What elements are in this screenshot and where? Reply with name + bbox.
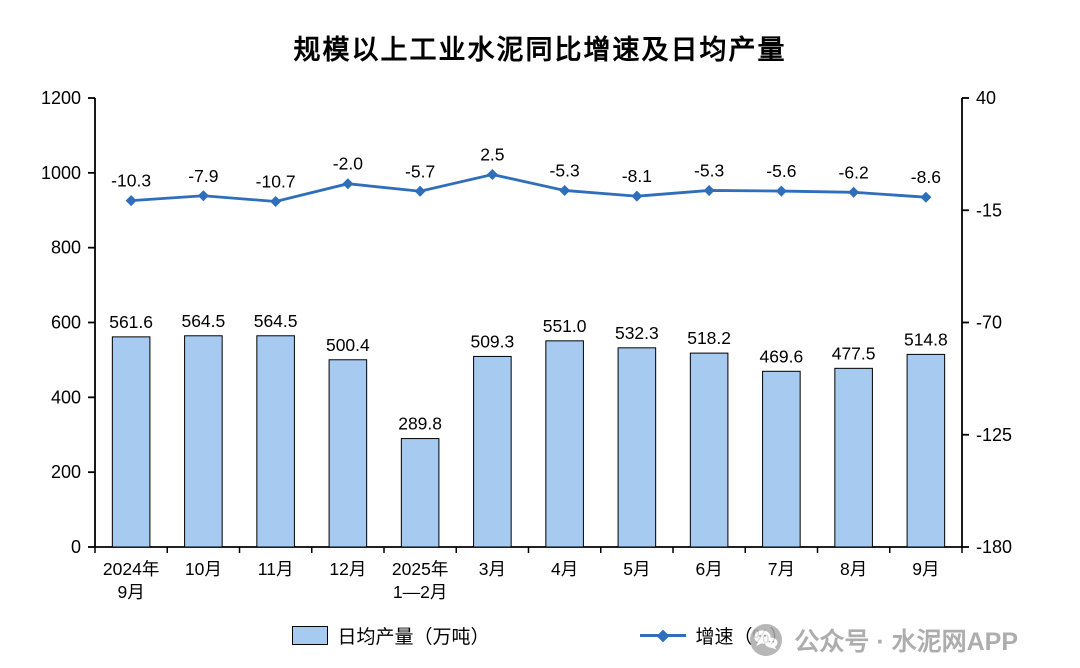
line-series-label: 增速（%） xyxy=(695,627,789,648)
bar xyxy=(545,340,584,548)
left-axis-tick-label: 600 xyxy=(51,313,81,333)
bar-value-label: 564.5 xyxy=(181,311,225,331)
x-axis-category-label: 6月 xyxy=(696,559,723,579)
x-axis-category-label: 4月 xyxy=(551,559,578,579)
bar-value-label: 509.3 xyxy=(470,331,514,351)
x-axis-category-label: 3月 xyxy=(479,559,506,579)
right-axis-tick-label: -125 xyxy=(976,425,1012,445)
right-axis-tick-label: -15 xyxy=(976,200,1002,220)
line-diamond-marker xyxy=(414,185,426,197)
bar xyxy=(111,336,151,548)
bar-value-label: 477.5 xyxy=(832,343,876,363)
bar xyxy=(834,367,873,548)
bar xyxy=(328,359,368,548)
line-value-label: -5.3 xyxy=(550,160,580,180)
line-diamond-marker xyxy=(920,191,932,203)
bar xyxy=(400,438,440,548)
bar-series-swatch xyxy=(291,626,328,645)
line-diamond-marker xyxy=(197,190,209,202)
line-diamond-marker xyxy=(342,178,354,190)
line-value-label: -6.2 xyxy=(839,162,869,182)
bar-value-label: 561.6 xyxy=(109,312,153,332)
bar-series-label: 日均产量（万吨） xyxy=(337,627,490,648)
line-diamond-marker xyxy=(486,169,498,181)
line-diamond-marker xyxy=(631,190,643,202)
legend-item-daily-output: 日均产量（万吨） xyxy=(291,622,490,649)
x-axis-category-label: 2024年 9月 xyxy=(103,559,159,602)
x-axis-category-label: 9月 xyxy=(912,559,939,579)
bar-value-label: 532.3 xyxy=(615,323,659,343)
chart-legend: 日均产量（万吨） 增速（%） xyxy=(0,622,1080,649)
line-value-label: -8.1 xyxy=(622,166,652,186)
bar-value-label: 551.0 xyxy=(543,316,587,336)
bar xyxy=(184,335,223,548)
line-value-label: -5.6 xyxy=(766,161,796,181)
left-axis-tick-label: 0 xyxy=(71,537,81,557)
x-axis-category-label: 12月 xyxy=(329,559,366,579)
left-axis-tick-label: 1200 xyxy=(41,88,81,108)
left-axis-tick-label: 400 xyxy=(51,387,81,407)
x-axis-category-label: 10月 xyxy=(185,559,222,579)
x-axis-category-label: 2025年 1—2月 xyxy=(392,559,448,602)
line-value-label: -10.7 xyxy=(256,171,296,191)
line-value-label: -5.3 xyxy=(694,160,724,180)
bar xyxy=(256,335,295,548)
line-value-label: -7.9 xyxy=(188,166,218,186)
bar-value-label: 289.8 xyxy=(398,414,442,434)
line-value-label: 2.5 xyxy=(480,145,504,165)
line-diamond-marker xyxy=(270,195,282,207)
chart-title: 规模以上工业水泥同比增速及日均产量 xyxy=(293,35,787,65)
bar xyxy=(617,347,657,548)
line-series-swatch xyxy=(639,628,686,643)
line-diamond-marker xyxy=(559,184,571,196)
x-axis-category-label: 8月 xyxy=(840,559,867,579)
bar xyxy=(689,352,729,548)
line-diamond-marker xyxy=(775,185,787,197)
bar-value-label: 518.2 xyxy=(687,328,731,348)
bar-value-label: 469.6 xyxy=(759,346,803,366)
left-axis-tick-label: 200 xyxy=(51,462,81,482)
x-axis-category-label: 11月 xyxy=(258,559,294,579)
line-value-label: -10.3 xyxy=(111,171,151,191)
line-diamond-marker xyxy=(848,186,860,198)
line-value-label: -5.7 xyxy=(405,161,435,181)
line-value-label: -8.6 xyxy=(911,167,941,187)
line-value-label: -2.0 xyxy=(333,154,363,174)
legend-item-growth: 增速（%） xyxy=(639,622,789,649)
right-axis-tick-label: 40 xyxy=(976,88,996,108)
x-axis-category-label: 5月 xyxy=(623,559,650,579)
bar xyxy=(473,355,512,548)
line-diamond-marker xyxy=(703,184,715,196)
left-axis-tick-label: 800 xyxy=(51,238,81,258)
bar xyxy=(906,353,946,548)
x-axis-category-label: 7月 xyxy=(768,559,795,579)
line-diamond-marker xyxy=(125,195,137,207)
left-axis-tick-label: 1000 xyxy=(41,163,81,183)
bar xyxy=(762,370,801,548)
line-swatch-diamond-marker xyxy=(656,629,669,642)
bar-value-label: 514.8 xyxy=(904,329,948,349)
bar-value-label: 564.5 xyxy=(254,311,298,331)
growth-line xyxy=(131,173,926,203)
right-axis-tick-label: -70 xyxy=(976,313,1002,333)
bar-value-label: 500.4 xyxy=(326,335,370,355)
right-axis-tick-label: -180 xyxy=(976,537,1012,557)
